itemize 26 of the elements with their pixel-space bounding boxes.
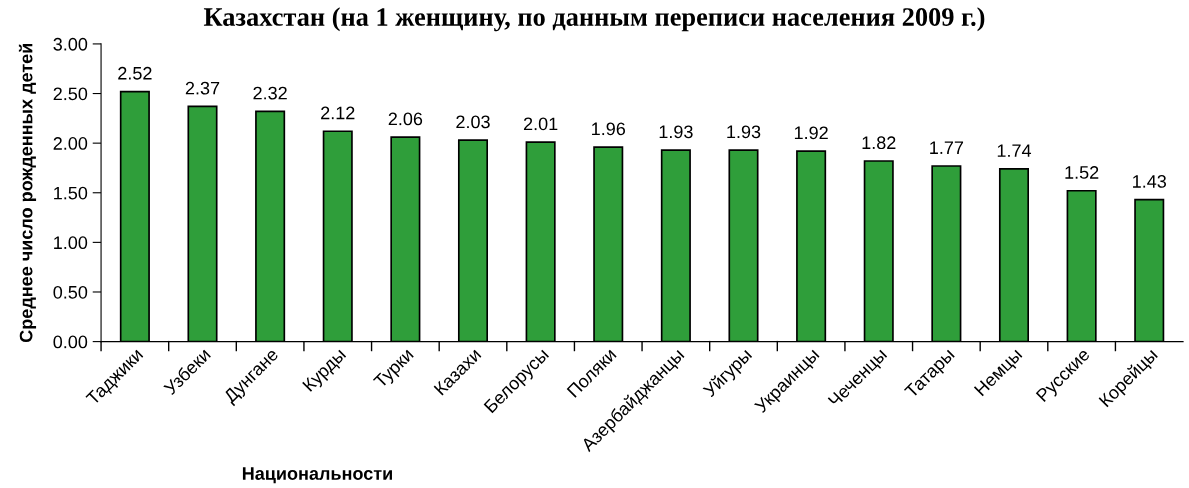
data-label: 1.96 xyxy=(592,122,626,136)
data-label: 2.52 xyxy=(118,66,152,80)
y-tick-label: 1.00 xyxy=(54,236,88,250)
data-label: 2.01 xyxy=(523,117,558,131)
data-label: 1.52 xyxy=(1065,166,1099,179)
y-axis-title: Среднее число рожденных детей xyxy=(18,43,37,343)
chart-title: Казахстан (на 1 женщину, по данным переписи населения 2009 г.) xyxy=(203,7,985,32)
data-label: 2.12 xyxy=(321,106,355,120)
y-tick-label: 0.00 xyxy=(53,335,88,349)
data-label: 2.03 xyxy=(456,115,490,129)
data-label: 2.37 xyxy=(185,81,220,95)
y-tick-label: 2.50 xyxy=(53,87,88,101)
y-tick-label: 0.50 xyxy=(53,285,88,299)
x-axis-title: Национальности xyxy=(242,467,392,484)
data-label: 1.74 xyxy=(997,144,1032,157)
y-tick-label: 1.50 xyxy=(54,186,88,200)
data-label: 1.93 xyxy=(727,125,761,139)
y-tick-label: 3.00 xyxy=(53,37,88,51)
data-label: 1.43 xyxy=(1133,175,1167,188)
data-label: 1.92 xyxy=(794,126,828,140)
data-label: 2.32 xyxy=(253,86,287,100)
data-label: 1.77 xyxy=(930,141,964,154)
data-label: 2.06 xyxy=(388,112,423,126)
data-label: 1.82 xyxy=(862,136,896,150)
data-label: 1.93 xyxy=(659,125,693,139)
y-tick-label: 2.00 xyxy=(53,137,88,150)
